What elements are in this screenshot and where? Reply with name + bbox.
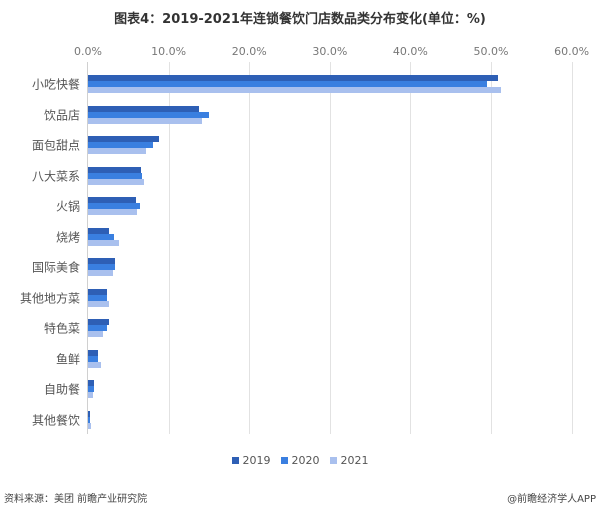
bar-2019 <box>88 258 115 264</box>
bar-2019 <box>88 349 99 356</box>
gridline <box>249 62 250 434</box>
legend-label: 2021 <box>340 454 369 467</box>
bar-2020 <box>88 203 141 209</box>
credit-note: @前瞻经济学人APP <box>507 494 596 505</box>
bar-2021 <box>88 178 144 185</box>
bar-2019 <box>88 410 91 417</box>
x-tick-label: 0.0% <box>74 45 102 58</box>
x-tick-label: 60.0% <box>554 45 590 58</box>
legend-label: 2019 <box>242 454 271 467</box>
bar-2020 <box>88 172 142 179</box>
category-label: 烧烤 <box>55 230 80 244</box>
category-label: 小吃快餐 <box>31 77 80 92</box>
bar-2019 <box>88 227 109 234</box>
gridline <box>169 62 170 434</box>
category-label: 其他地方菜 <box>19 291 80 305</box>
category-label: 八大菜系 <box>31 169 80 183</box>
bar-2019 <box>88 166 142 173</box>
category-label: 鱼鲜 <box>55 352 80 366</box>
gridline <box>572 62 573 434</box>
gridline <box>330 62 331 434</box>
bar-2020 <box>88 264 115 270</box>
category-label: 饮品店 <box>43 108 80 122</box>
bar-2019 <box>88 197 137 203</box>
x-tick-label: 50.0% <box>473 45 509 58</box>
bar-2021 <box>88 300 109 307</box>
bar-2019 <box>88 288 108 295</box>
bar-2019 <box>88 105 200 112</box>
category-label: 火锅 <box>55 199 80 214</box>
bar-2020 <box>88 233 114 240</box>
bar-2021 <box>88 117 202 124</box>
bar-2021 <box>88 87 501 93</box>
legend-item-2020: 2020 <box>280 454 320 467</box>
legend-swatch-icon <box>329 457 337 464</box>
source-note: 资料来源：美团 前瞻产业研究院 <box>4 494 148 505</box>
category-label: 特色菜 <box>43 321 80 336</box>
bar-2019 <box>88 136 159 142</box>
x-tick-label: 10.0% <box>151 45 187 58</box>
bar-2020 <box>88 325 108 331</box>
gridline <box>491 62 492 434</box>
legend-swatch-icon <box>231 457 239 464</box>
bar-2020 <box>88 81 487 87</box>
bar-2021 <box>88 422 92 429</box>
bar-2021 <box>88 209 138 215</box>
bar-2020 <box>88 294 108 301</box>
bar-2021 <box>88 148 147 154</box>
bar-2019 <box>88 319 109 325</box>
bar-2020 <box>88 416 91 423</box>
legend: 2019 2020 2021 <box>0 454 600 467</box>
legend-label: 2020 <box>291 454 320 467</box>
gridline <box>410 62 411 434</box>
x-tick-label: 30.0% <box>312 45 348 58</box>
category-label: 其他餐饮 <box>31 413 80 427</box>
bar-2021 <box>88 361 101 368</box>
legend-swatch-icon <box>280 457 288 464</box>
bar-2021 <box>88 270 113 276</box>
x-tick-label: 40.0% <box>392 45 428 58</box>
bar-2021 <box>88 392 93 398</box>
bar-2020 <box>88 111 209 118</box>
bar-2020 <box>88 355 98 362</box>
legend-item-2019: 2019 <box>231 454 271 467</box>
chart-title: 图表4：2019-2021年连锁餐饮门店数品类分布变化(单位：%) <box>114 12 486 27</box>
category-label: 面包甜点 <box>31 138 80 153</box>
category-label: 自助餐 <box>43 382 80 397</box>
bar-2021 <box>88 239 119 246</box>
category-label: 国际美食 <box>31 260 80 275</box>
bar-2019 <box>88 380 94 386</box>
x-tick-label: 20.0% <box>231 45 267 58</box>
bar-2021 <box>88 331 104 337</box>
legend-item-2021: 2021 <box>329 454 369 467</box>
bar-2020 <box>88 386 94 392</box>
bar-2019 <box>88 75 499 81</box>
y-axis-line <box>87 62 88 434</box>
bar-2020 <box>88 142 154 148</box>
